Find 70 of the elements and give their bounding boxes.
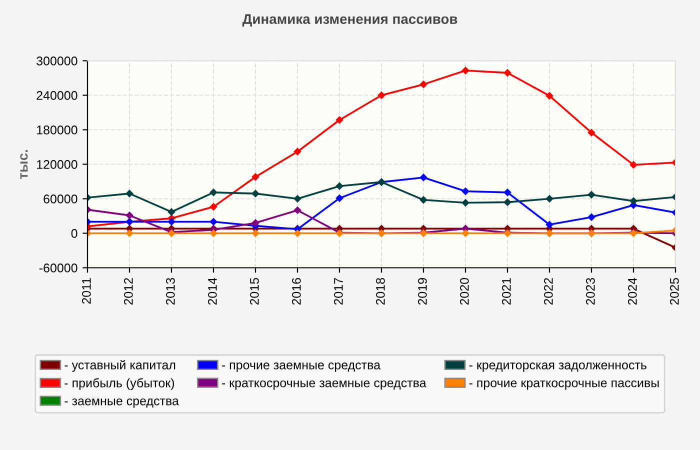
- point: [294, 206, 302, 214]
- legend-label: - краткосрочные заемные средства: [222, 380, 426, 390]
- x-tick-label: 2021: [502, 278, 511, 305]
- y-tick-label: 60000: [44, 194, 78, 204]
- point: [126, 230, 134, 237]
- point: [252, 173, 260, 181]
- chart-title: Динамика изменения пассивов: [242, 14, 458, 27]
- point: [210, 188, 218, 196]
- point: [294, 195, 302, 202]
- point: [210, 230, 218, 237]
- point: [462, 66, 470, 74]
- y-tick-label: 180000: [37, 126, 78, 134]
- x-tick-label: 2024: [628, 278, 637, 305]
- point: [420, 80, 428, 88]
- point: [420, 174, 428, 182]
- point: [630, 161, 638, 168]
- point: [252, 190, 260, 198]
- x-tick-label: 2016: [292, 278, 301, 305]
- x-tick-label: 2015: [250, 278, 259, 305]
- point: [336, 182, 344, 190]
- point: [294, 230, 302, 237]
- x-tick-label: 2013: [166, 278, 175, 305]
- point: [546, 220, 554, 228]
- point: [420, 196, 428, 204]
- x-tick-label: 2020: [460, 278, 469, 305]
- point: [546, 92, 554, 100]
- point: [630, 197, 638, 205]
- point: [378, 92, 386, 99]
- y-tick-label: 120000: [37, 160, 78, 169]
- y-tick-label: 240000: [36, 91, 78, 100]
- y-tick-label: -60000: [39, 264, 78, 272]
- point: [126, 212, 134, 220]
- legend-label: - прочие заемные средства: [222, 362, 380, 372]
- point: [210, 203, 218, 210]
- point: [294, 148, 302, 156]
- point: [588, 191, 596, 198]
- point: [126, 190, 134, 198]
- legend-label: - прочие краткосрочные пассивы: [469, 380, 659, 390]
- point: [336, 194, 344, 202]
- point: [252, 230, 260, 237]
- x-tick-label: 2019: [418, 278, 427, 305]
- y-axis-title: тыс.: [20, 150, 28, 179]
- point: [504, 188, 512, 196]
- x-tick-label: 2012: [124, 278, 133, 305]
- point: [546, 195, 554, 202]
- x-tick-label: 2014: [208, 278, 217, 305]
- x-tick-label: 2022: [544, 278, 553, 305]
- legend-label: - прибыль (убыток): [64, 378, 174, 390]
- legend-label: - кредиторская задолженность: [469, 362, 646, 372]
- point: [504, 69, 512, 76]
- point: [462, 199, 470, 206]
- point: [588, 214, 596, 221]
- legend-label: - уставный капитал: [64, 360, 176, 372]
- x-tick-label: 2018: [376, 278, 385, 305]
- x-tick-label: 2017: [334, 278, 343, 305]
- point: [336, 116, 344, 124]
- point: [462, 230, 470, 237]
- x-tick-label: 2025: [670, 278, 679, 305]
- point: [168, 208, 176, 216]
- point: [252, 219, 260, 227]
- point: [168, 218, 176, 226]
- x-tick-label: 2011: [82, 278, 91, 304]
- y-tick-label: 300000: [36, 56, 78, 66]
- legend-label: - заемные средства: [64, 398, 179, 408]
- point: [588, 128, 596, 136]
- point: [210, 218, 218, 226]
- x-tick-label: 2023: [586, 278, 595, 305]
- point: [462, 188, 470, 195]
- y-tick-label: 0: [71, 229, 78, 238]
- point: [504, 198, 512, 206]
